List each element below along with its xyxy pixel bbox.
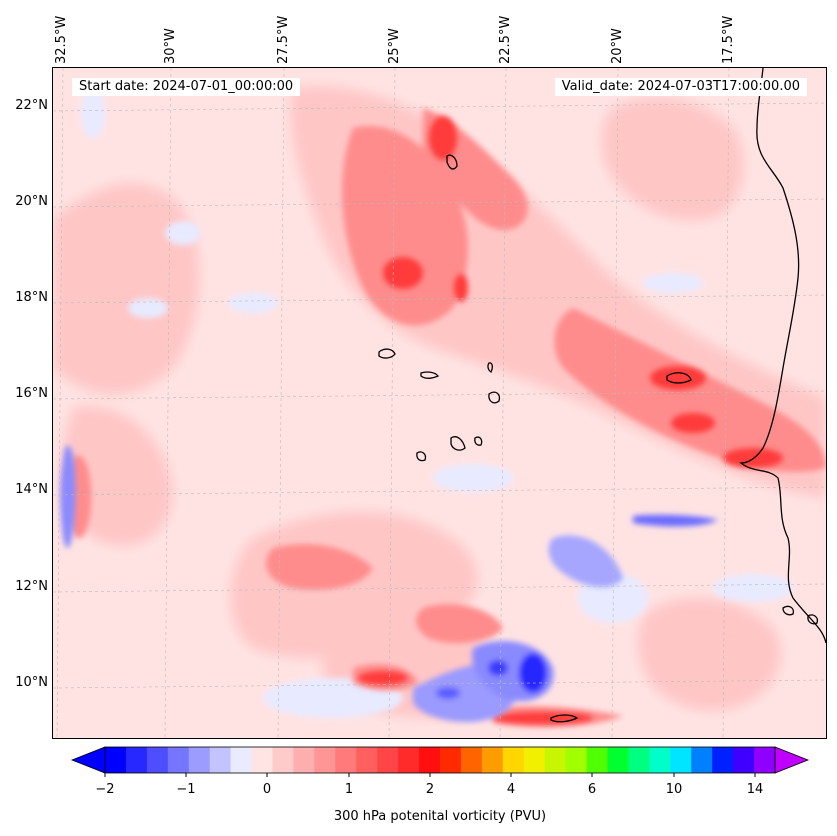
island-2 — [420, 371, 440, 379]
coastlines — [378, 68, 826, 723]
colorbar-extend-high — [774, 746, 810, 774]
island-5 — [450, 436, 466, 451]
colorbar-swatch — [167, 747, 190, 773]
meridian-line — [611, 68, 619, 738]
latitude-label: 18°N — [15, 290, 48, 305]
longitude-label: 25°W — [387, 28, 402, 64]
colorbar-swatch — [146, 747, 169, 773]
colorbar-swatch — [398, 747, 420, 773]
colorbar-label: 300 hPa potenital vorticity (PVU) — [333, 809, 547, 824]
parallel-line — [53, 390, 826, 400]
colorbar-swatch — [523, 747, 546, 773]
parallel-line — [53, 294, 826, 304]
pv-contour-3 — [550, 714, 579, 723]
colorbar-swatch — [440, 747, 462, 773]
colorbar-swatch — [335, 747, 357, 773]
colorbar-swatch — [293, 747, 315, 773]
gridlines — [53, 68, 826, 738]
colorbar-tick-label: −1 — [176, 782, 196, 797]
start-date-label: Start date: 2024-07-01_00:00:00 — [72, 78, 301, 96]
colorbar-swatch — [712, 747, 734, 773]
longitude-label: 17.5°W — [721, 15, 736, 64]
colorbar-swatch — [586, 747, 608, 773]
colorbar-swatch — [691, 747, 713, 773]
colorbar-swatch — [230, 747, 253, 773]
latitude-label: 10°N — [15, 675, 48, 690]
valid-date-label: Valid_date: 2024-07-03T17:00:00.00 — [554, 78, 807, 96]
parallel-line — [53, 679, 826, 689]
island-4 — [488, 391, 501, 404]
colorbar-swatch — [314, 747, 336, 773]
colorbar-tick-label: 6 — [587, 782, 597, 797]
colorbar-swatch — [272, 747, 294, 773]
colorbar-swatch — [209, 747, 232, 773]
colorbar-swatch — [481, 747, 504, 773]
latitude-label: 22°N — [15, 98, 48, 113]
parallel-line — [53, 583, 826, 593]
latitude-label: 16°N — [15, 386, 48, 401]
colorbar-swatch — [565, 747, 588, 773]
island-7 — [416, 451, 427, 462]
meridian-line — [499, 68, 507, 738]
africa-coastline — [739, 68, 826, 644]
longitude-label: 20°W — [610, 28, 625, 64]
longitude-label: 32.5°W — [54, 15, 69, 64]
colorbar-swatch — [607, 747, 629, 773]
coast-islands-right — [782, 605, 819, 625]
colorbar-tick-label: −2 — [95, 782, 115, 797]
map-panel: Start date: 2024-07-01_00:00:00 Valid_da… — [52, 67, 827, 739]
longitude-label: 30°W — [163, 28, 178, 64]
island-6 — [474, 436, 483, 446]
colorbar-swatch — [460, 747, 483, 773]
colorbar-swatch — [754, 747, 776, 773]
island-3 — [487, 362, 493, 373]
colorbar-swatch — [628, 747, 650, 773]
colorbar-swatch — [251, 747, 273, 773]
pv-field-strong-red — [358, 116, 783, 724]
colorbar-outline — [104, 746, 776, 774]
meridian-line — [722, 68, 730, 738]
colorbar-extend-low — [70, 746, 106, 774]
parallel-line — [53, 198, 826, 208]
latitude-label: 20°N — [15, 194, 48, 209]
meridian-line — [277, 68, 285, 738]
pv-contour-1 — [446, 154, 458, 170]
colorbar-tick-label: 4 — [506, 782, 516, 797]
meridian-line — [56, 68, 64, 738]
colorbar-swatch — [125, 747, 148, 773]
colorbar-swatch — [105, 747, 127, 773]
longitude-label: 27.5°W — [276, 15, 291, 64]
colorbar-tick-label: 1 — [344, 782, 354, 797]
colorbar-swatch — [544, 747, 567, 773]
colorbar-tick-label: 14 — [746, 782, 764, 797]
longitude-label: 22.5°W — [498, 15, 513, 64]
colorbar-swatch — [419, 747, 441, 773]
meridian-line — [388, 68, 396, 738]
pv-field-blue — [60, 445, 718, 723]
latitude-label: 12°N — [15, 579, 48, 594]
colorbar-tick-label: 0 — [262, 782, 272, 797]
colorbar-swatch — [356, 747, 378, 773]
potential-vorticity-map — [53, 68, 826, 738]
colorbar-swatch — [649, 747, 671, 773]
colorbar-swatch — [733, 747, 755, 773]
parallel-line — [53, 486, 826, 496]
colorbar — [70, 746, 810, 777]
island-1 — [378, 348, 396, 359]
meridian-line — [164, 68, 172, 738]
colorbar-tick-label: 2 — [425, 782, 435, 797]
colorbar-swatch — [502, 747, 525, 773]
colorbar-tick-label: 10 — [665, 782, 683, 797]
parallel-line — [53, 102, 826, 112]
colorbar-swatch — [188, 747, 211, 773]
colorbar-swatch — [670, 747, 692, 773]
latitude-label: 14°N — [15, 482, 48, 497]
pv-contour-2 — [666, 372, 692, 384]
colorbar-swatch — [377, 747, 399, 773]
